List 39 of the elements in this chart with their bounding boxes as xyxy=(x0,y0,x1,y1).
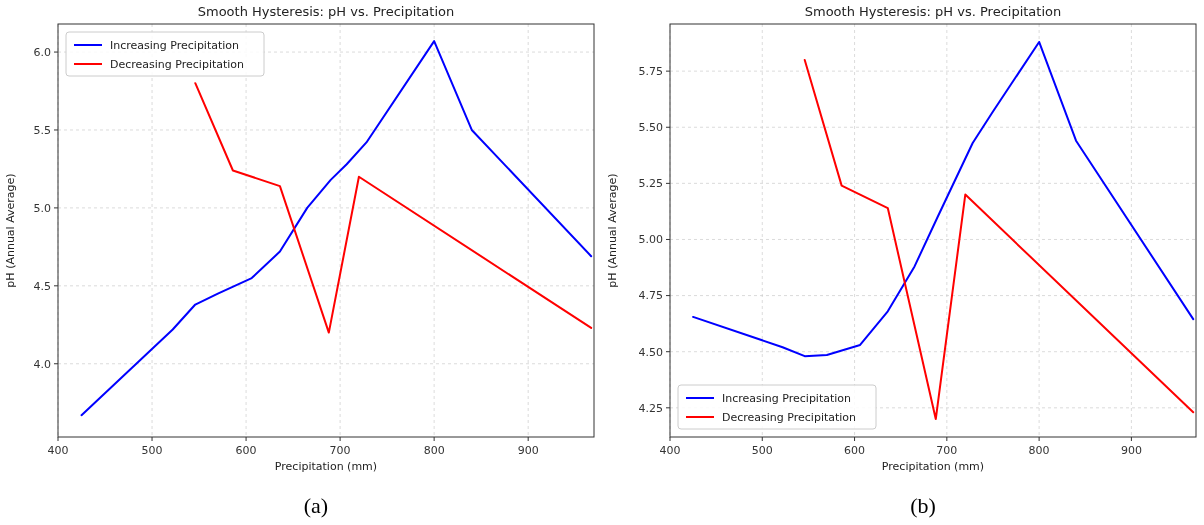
line-series xyxy=(80,40,593,417)
text: (a) xyxy=(303,493,329,518)
y-tick-label: 5.0 xyxy=(33,201,51,215)
y-tick-label: 6.0 xyxy=(33,45,51,59)
x-tick-label: 500 xyxy=(751,444,773,457)
x-tick-label: 400 xyxy=(659,444,681,457)
x-tick-label: 900 xyxy=(517,444,539,457)
legend-label: Increasing Precipitation xyxy=(722,391,852,405)
x-tick-label: 700 xyxy=(936,444,958,457)
chart-title: Smooth Hysteresis: pH vs. Precipitation xyxy=(197,4,455,19)
y-tick-label: 4.75 xyxy=(638,289,663,303)
y-tick-label: 5.75 xyxy=(638,64,663,78)
y-tick-label: 5.00 xyxy=(638,233,663,247)
y-tick-label: 4.25 xyxy=(638,401,663,415)
x-tick-label: 800 xyxy=(1028,444,1050,457)
x-tick-label: 600 xyxy=(235,444,257,457)
y-axis-title: pH (Annual Average) xyxy=(4,173,17,288)
text: (b) xyxy=(910,493,936,518)
y-tick-label: 4.0 xyxy=(33,357,51,371)
x-tick-label: 800 xyxy=(423,444,445,457)
y-tick-label: 5.5 xyxy=(33,123,51,137)
legend-label: Increasing Precipitation xyxy=(110,38,240,52)
x-axis-title: Precipitation (mm) xyxy=(881,460,985,473)
x-tick-label: 400 xyxy=(47,444,69,457)
line-series xyxy=(692,40,1195,358)
y-tick-label: 5.50 xyxy=(638,121,663,135)
y-tick-label: 4.5 xyxy=(33,279,51,293)
x-tick-label: 900 xyxy=(1120,444,1142,457)
x-axis-title: Precipitation (mm) xyxy=(274,460,378,473)
chart-title: Smooth Hysteresis: pH vs. Precipitation xyxy=(804,4,1062,19)
x-tick-label: 700 xyxy=(329,444,351,457)
y-axis-title: pH (Annual Average) xyxy=(606,173,619,288)
line-series xyxy=(194,82,593,334)
x-tick-label: 600 xyxy=(844,444,866,457)
legend-label: Decreasing Precipitation xyxy=(722,410,857,424)
x-tick-label: 500 xyxy=(141,444,163,457)
y-tick-label: 5.25 xyxy=(638,177,663,191)
legend-label: Decreasing Precipitation xyxy=(110,57,245,71)
y-tick-label: 4.50 xyxy=(638,345,663,359)
